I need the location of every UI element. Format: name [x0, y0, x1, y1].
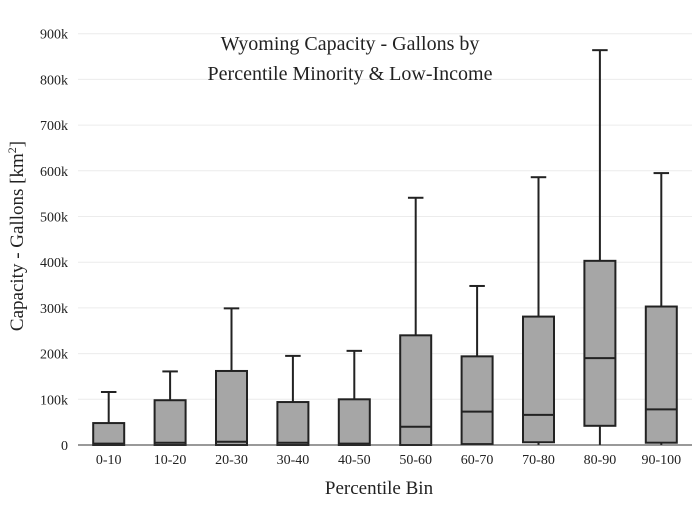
x-tick-label: 50-60 — [399, 453, 432, 468]
box-20-30 — [215, 307, 248, 446]
iqr-box — [583, 259, 617, 427]
gridlines — [78, 33, 692, 400]
chart-title-line-1: Wyoming Capacity - Gallons by — [221, 33, 480, 55]
box-90-100 — [644, 172, 678, 445]
y-tick-label: 800k — [40, 73, 68, 88]
x-tick-label: 20-30 — [215, 453, 248, 468]
box-60-70 — [460, 284, 494, 446]
y-tick-label: 0 — [61, 439, 68, 454]
box-50-60 — [399, 196, 433, 446]
y-tick-label: 500k — [40, 211, 68, 226]
iqr-box — [92, 422, 126, 446]
y-tick-label: 400k — [40, 256, 68, 271]
y-tick-label: 100k — [40, 393, 68, 408]
y-tick-label: 700k — [40, 119, 68, 134]
iqr-box — [460, 355, 494, 446]
x-tick-label: 40-50 — [338, 453, 371, 468]
iqr-box — [644, 305, 678, 444]
x-tick-label: 0-10 — [96, 453, 122, 468]
y-tick-label: 200k — [40, 348, 68, 363]
chart-title-line-2: Percentile Minority & Low-Income — [208, 63, 493, 85]
iqr-box — [153, 399, 187, 447]
y-axis-title-bracket: ] — [7, 141, 28, 147]
x-tick-label: 90-100 — [641, 453, 681, 468]
box-40-50 — [337, 349, 371, 447]
box-80-90 — [583, 49, 617, 445]
x-tick-label: 60-70 — [461, 453, 494, 468]
x-tick-labels: 0-10 10-20 20-30 30-40 40-50 50-60 60-70 70-80 8… — [96, 453, 681, 468]
y-tick-label: 600k — [40, 165, 68, 180]
iqr-box — [399, 334, 433, 446]
x-tick-label: 80-90 — [584, 453, 617, 468]
iqr-box — [522, 315, 555, 444]
box-30-40 — [276, 354, 310, 446]
y-tick-label: 900k — [40, 28, 68, 43]
x-tick-label: 70-80 — [522, 453, 555, 468]
y-axis-title-superscript: 2 — [5, 147, 19, 153]
box-10-20 — [153, 370, 187, 447]
box-series — [92, 49, 678, 447]
iqr-box — [276, 401, 310, 446]
x-axis-title: Percentile Bin — [325, 478, 434, 499]
iqr-box — [215, 369, 248, 446]
y-tick-labels: 0 100k 200k 300k 400k 500k 600k 700k 800k 900k — [40, 28, 68, 454]
iqr-box — [337, 398, 371, 447]
x-tick-label: 30-40 — [277, 453, 310, 468]
box-0-10 — [92, 390, 126, 446]
y-tick-label: 300k — [40, 302, 68, 317]
x-tick-label: 10-20 — [154, 453, 187, 468]
box-70-80 — [522, 176, 555, 445]
y-axis-title-text: Capacity - Gallons [km — [7, 153, 28, 331]
y-axis-title: Capacity - Gallons [km2] — [5, 141, 28, 331]
